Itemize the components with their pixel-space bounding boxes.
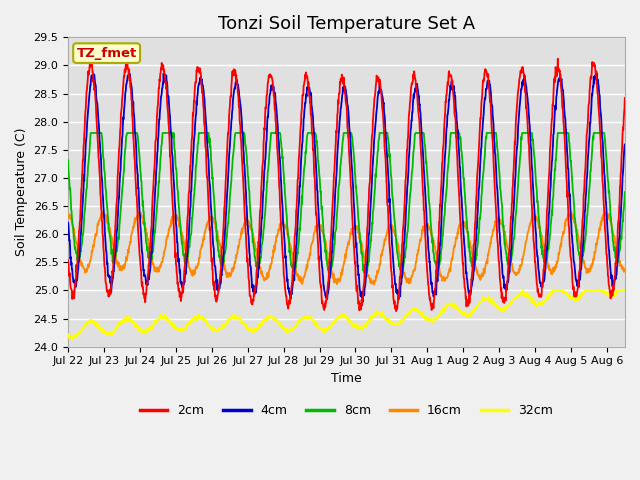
Title: Tonzi Soil Temperature Set A: Tonzi Soil Temperature Set A: [218, 15, 475, 33]
32cm: [69, 337, 77, 343]
8cm: [362, 271, 370, 277]
32cm: [175, 327, 183, 333]
Line: 2cm: 2cm: [68, 59, 625, 311]
32cm: [276, 320, 284, 325]
2cm: [275, 184, 283, 190]
4cm: [593, 71, 600, 76]
32cm: [548, 288, 556, 293]
4cm: [486, 85, 493, 91]
16cm: [275, 226, 283, 232]
4cm: [64, 220, 72, 226]
4cm: [621, 142, 628, 147]
16cm: [370, 282, 378, 288]
16cm: [548, 271, 556, 277]
Y-axis label: Soil Temperature (C): Soil Temperature (C): [15, 128, 28, 256]
8cm: [175, 204, 183, 210]
32cm: [164, 317, 172, 323]
8cm: [64, 157, 72, 163]
16cm: [175, 217, 182, 223]
2cm: [225, 124, 232, 130]
4cm: [175, 255, 182, 261]
32cm: [225, 318, 233, 324]
32cm: [64, 335, 72, 341]
8cm: [225, 209, 233, 215]
Line: 16cm: 16cm: [68, 212, 625, 285]
32cm: [621, 288, 628, 293]
2cm: [392, 308, 400, 314]
16cm: [64, 213, 72, 218]
32cm: [519, 288, 527, 293]
2cm: [164, 111, 172, 117]
16cm: [602, 209, 610, 215]
2cm: [548, 122, 556, 128]
4cm: [548, 167, 556, 172]
8cm: [276, 130, 284, 136]
2cm: [554, 56, 562, 61]
2cm: [64, 257, 72, 263]
Legend: 2cm, 4cm, 8cm, 16cm, 32cm: 2cm, 4cm, 8cm, 16cm, 32cm: [135, 399, 558, 422]
4cm: [275, 151, 283, 156]
32cm: [486, 296, 493, 301]
2cm: [175, 288, 182, 294]
16cm: [164, 232, 172, 238]
Line: 4cm: 4cm: [68, 73, 625, 302]
8cm: [621, 189, 628, 195]
8cm: [87, 130, 95, 136]
4cm: [164, 94, 172, 100]
2cm: [621, 95, 628, 101]
Line: 32cm: 32cm: [68, 290, 625, 340]
16cm: [486, 244, 493, 250]
2cm: [486, 93, 493, 98]
16cm: [621, 268, 628, 274]
8cm: [486, 130, 494, 136]
X-axis label: Time: Time: [331, 372, 362, 385]
16cm: [225, 273, 232, 278]
4cm: [225, 162, 232, 168]
8cm: [548, 208, 556, 214]
Line: 8cm: 8cm: [68, 133, 625, 274]
8cm: [164, 130, 172, 136]
4cm: [359, 299, 367, 305]
Text: TZ_fmet: TZ_fmet: [77, 47, 137, 60]
